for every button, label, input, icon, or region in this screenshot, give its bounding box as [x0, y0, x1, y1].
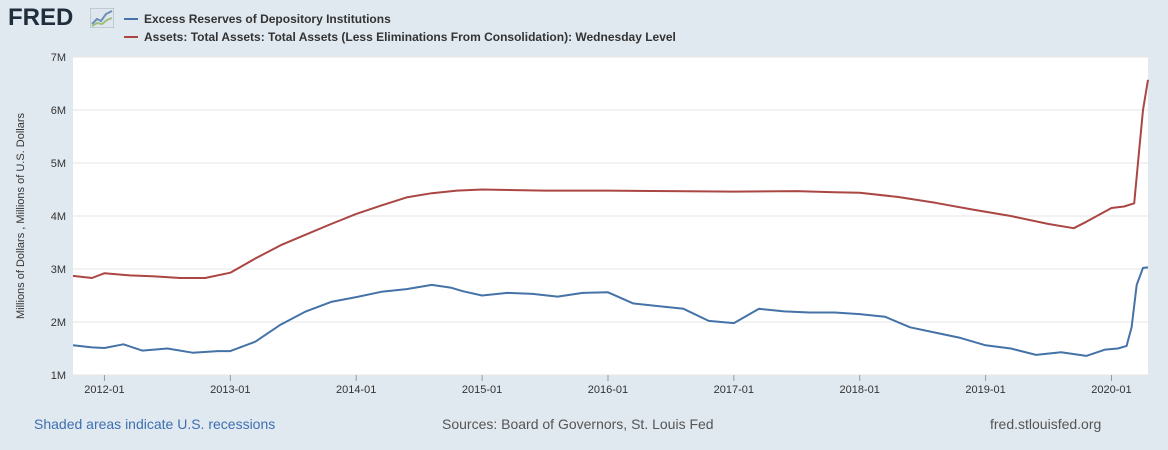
- x-tick-label: 2015-01: [462, 384, 502, 396]
- chart-trend-icon: [90, 8, 114, 28]
- chart-legend: Excess Reserves of Depository Institutio…: [124, 10, 676, 46]
- line-chart: 1M 2M 3M 4M 5M 6M 7M 2012-01 2013-01 2014-01 2015…: [15, 52, 1149, 396]
- x-tick-label: 2019-01: [965, 384, 1005, 396]
- y-tick-label: 5M: [51, 158, 66, 170]
- x-tick-label: 2017-01: [714, 384, 754, 396]
- x-tick-label: 2018-01: [840, 384, 880, 396]
- sources-text: Sources: Board of Governors, St. Louis F…: [442, 416, 714, 432]
- x-tick-label: 2013-01: [210, 384, 250, 396]
- x-tick-label: 2014-01: [336, 384, 376, 396]
- recessions-note-link[interactable]: Shaded areas indicate U.S. recessions: [34, 416, 276, 432]
- y-tick-label: 6M: [51, 105, 66, 117]
- y-tick-label: 3M: [51, 264, 66, 276]
- series-line-excess-reserves: [72, 266, 1149, 357]
- fred-logo: FRED: [8, 4, 74, 31]
- site-url[interactable]: fred.stlouisfed.org: [990, 416, 1102, 432]
- legend-swatch: [124, 18, 138, 20]
- series-line-total-assets: [72, 79, 1149, 279]
- x-tick-label: 2016-01: [588, 384, 628, 396]
- y-tick-label: 1M: [51, 370, 66, 382]
- y-tick-label: 4M: [51, 211, 66, 223]
- legend-label: Assets: Total Assets: Total Assets (Less…: [144, 30, 676, 44]
- legend-label: Excess Reserves of Depository Institutio…: [144, 12, 391, 26]
- y-axis-title: Millions of Dollars , Millions of U.S. D…: [15, 113, 27, 319]
- legend-swatch: [124, 36, 138, 38]
- legend-item-total-assets: Assets: Total Assets: Total Assets (Less…: [124, 28, 676, 46]
- y-tick-label: 2M: [51, 317, 66, 329]
- x-tick-label: 2012-01: [84, 384, 124, 396]
- y-tick-label: 7M: [51, 52, 66, 64]
- legend-item-excess-reserves: Excess Reserves of Depository Institutio…: [124, 10, 676, 28]
- x-tick-label: 2020-01: [1091, 384, 1131, 396]
